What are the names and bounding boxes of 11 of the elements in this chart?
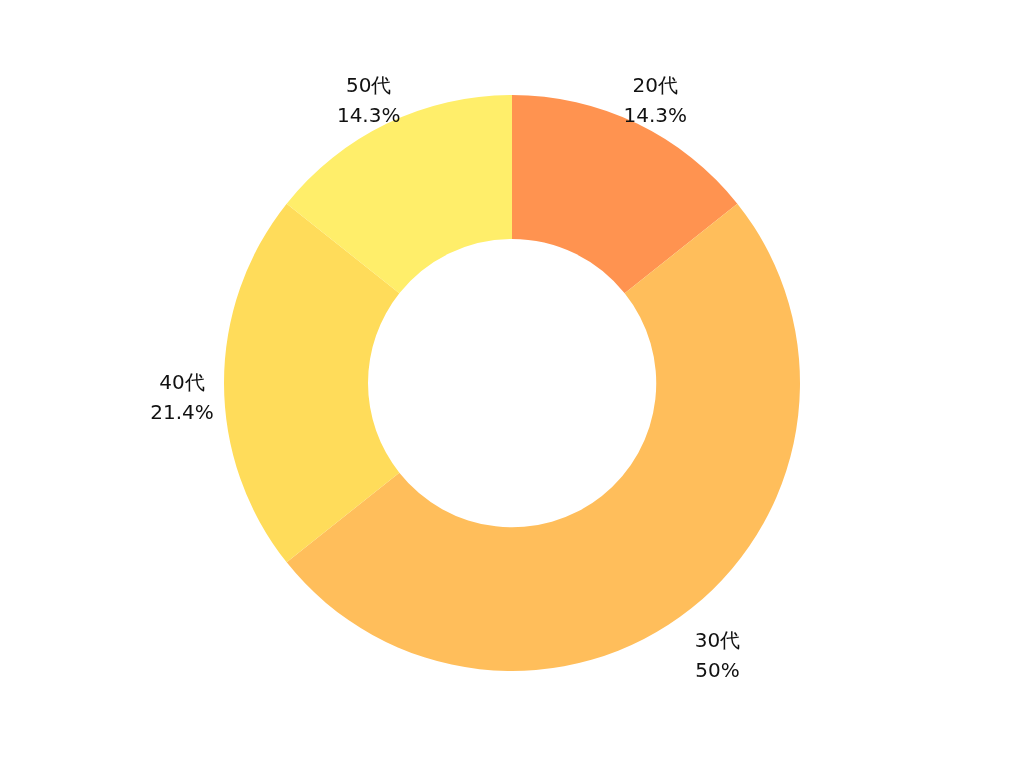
slice-label: 50代 bbox=[345, 72, 392, 97]
slice-label: 40代 bbox=[159, 370, 205, 394]
data-label: 50% bbox=[695, 658, 740, 683]
donut-slice bbox=[224, 203, 400, 563]
data-label: 21.4% bbox=[150, 400, 214, 424]
slice-label: 30代 bbox=[694, 628, 741, 653]
donut-slice bbox=[512, 95, 738, 294]
donut-slice bbox=[286, 95, 512, 294]
slice-label: 20代 bbox=[632, 72, 679, 97]
data-label: 14.3% bbox=[336, 102, 401, 127]
data-label: 14.3% bbox=[623, 102, 688, 127]
